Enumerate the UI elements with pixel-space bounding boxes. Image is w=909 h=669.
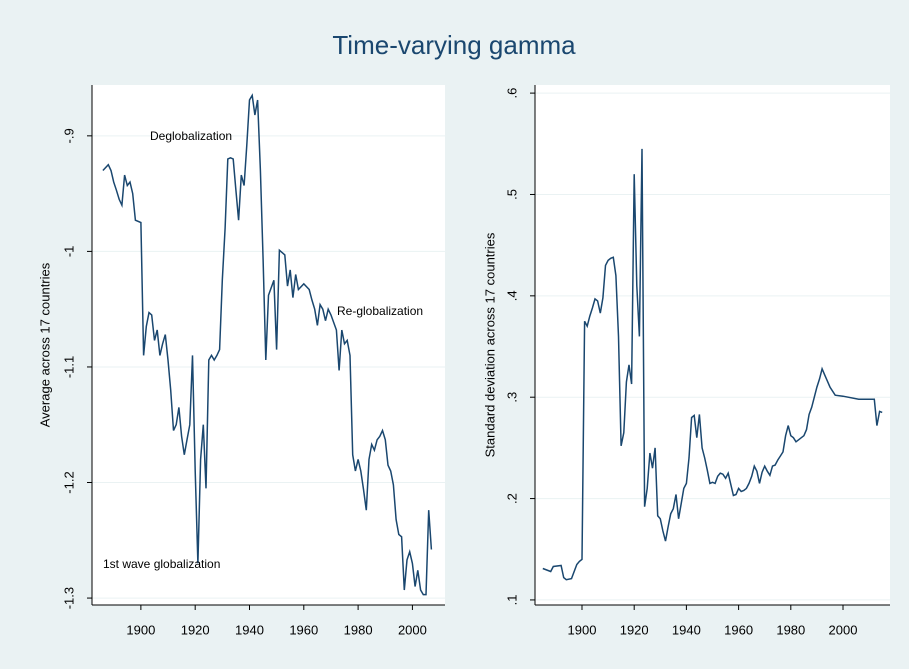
data-line	[542, 148, 883, 581]
annotation: Deglobalization	[150, 129, 232, 143]
y-tick-label: -1.2	[61, 471, 76, 493]
x-tick-label: 1940	[672, 622, 701, 637]
x-tick-label: 1960	[289, 622, 318, 637]
y-tick-label: .6	[504, 88, 519, 99]
y-axis-title: Standard deviation across 17 countries	[482, 232, 497, 457]
x-tick-label: 1960	[724, 622, 753, 637]
annotation: Re-globalization	[337, 304, 423, 318]
y-tick-label: -1.1	[61, 356, 76, 378]
data-line	[102, 93, 433, 596]
y-tick-label: .2	[504, 493, 519, 504]
y-tick-label: -1.3	[61, 587, 76, 609]
y-tick-label: .1	[504, 595, 519, 606]
y-axis-title: Average across 17 countries	[37, 262, 52, 427]
x-tick-label: 1920	[181, 622, 210, 637]
x-tick-label: 1940	[235, 622, 264, 637]
x-tick-label: 1980	[344, 622, 373, 637]
x-tick-label: 2000	[398, 622, 427, 637]
plot-area	[92, 85, 445, 605]
annotation: 1st wave globalization	[103, 557, 220, 571]
x-tick-label: 1900	[568, 622, 597, 637]
x-tick-label: 1900	[126, 622, 155, 637]
x-tick-label: 2000	[829, 622, 858, 637]
x-tick-label: 1920	[620, 622, 649, 637]
y-tick-label: -1	[61, 246, 76, 258]
x-tick-label: 1980	[776, 622, 805, 637]
y-tick-label: .4	[504, 290, 519, 301]
y-tick-label: .3	[504, 392, 519, 403]
y-tick-label: -.9	[61, 128, 76, 143]
figure-title: Time-varying gamma	[332, 30, 576, 60]
y-tick-label: .5	[504, 189, 519, 200]
plot-area	[535, 85, 890, 605]
